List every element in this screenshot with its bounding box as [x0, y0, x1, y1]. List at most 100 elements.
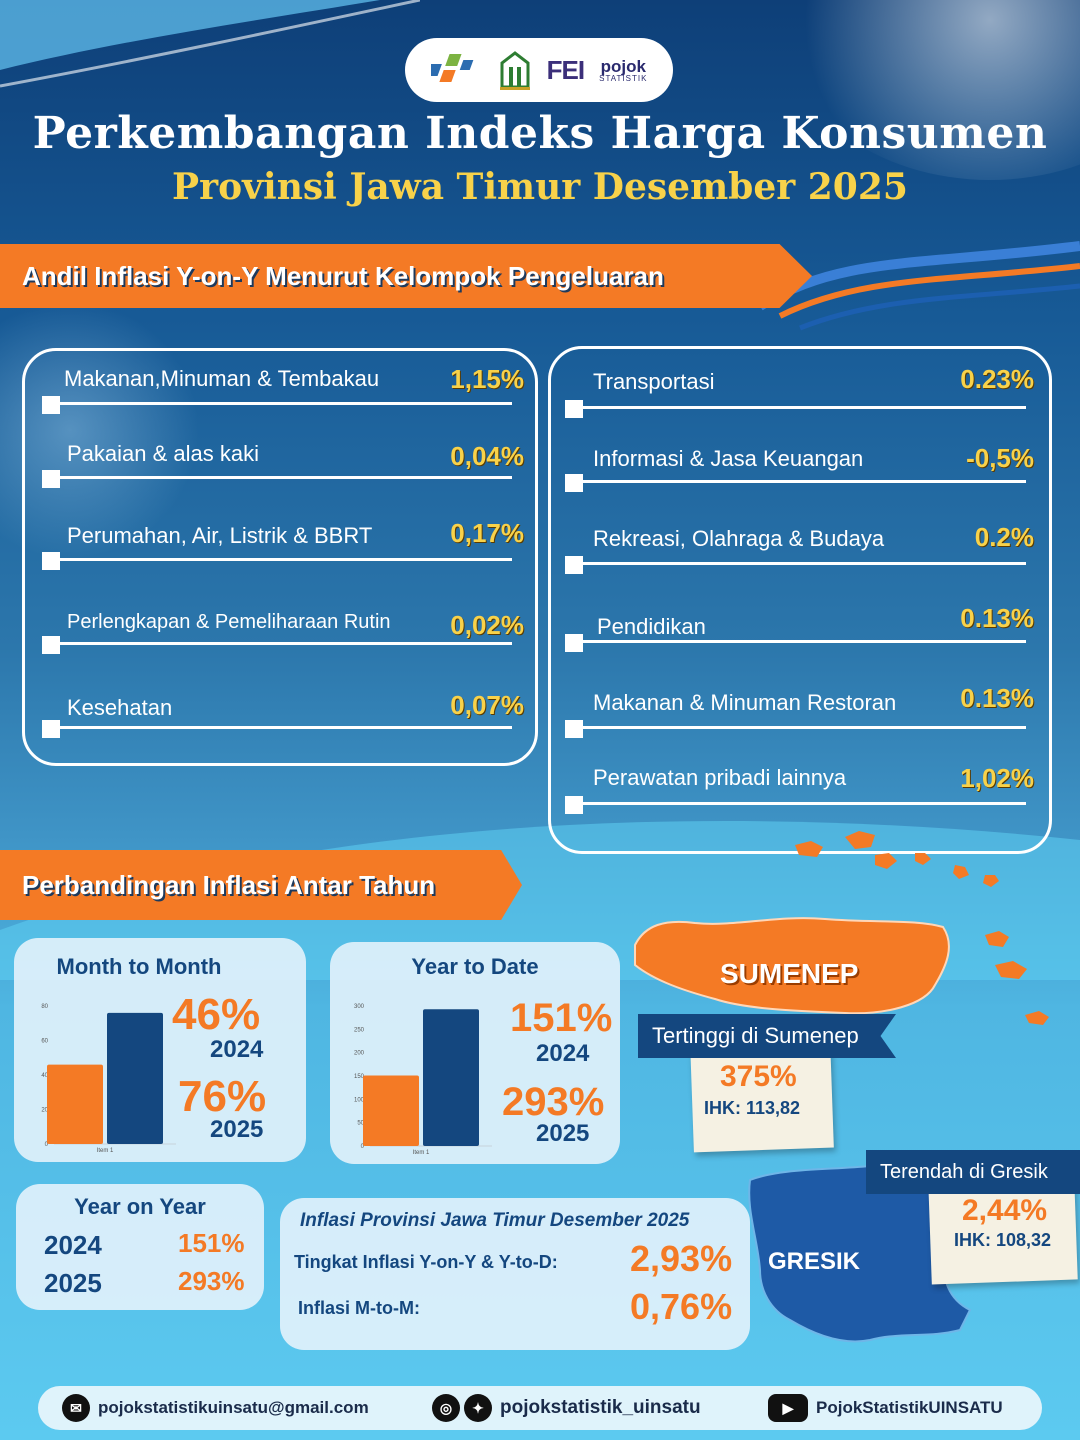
y-tick-label: 80: [41, 1004, 48, 1010]
right-group-row-divider: [566, 562, 1026, 565]
ytd-2025-year: 2025: [536, 1120, 590, 1147]
left-group-row-label: Pakaian & alas kaki: [67, 441, 259, 466]
y-tick-label: 20: [41, 1108, 48, 1114]
left-group-row-label: Kesehatan: [67, 695, 173, 720]
yoy-value-2025: 293%: [178, 1266, 245, 1296]
right-group-row-value: 1,02%: [960, 763, 1034, 793]
left-group-row-divider: [44, 642, 512, 645]
y-tick-label: 0: [45, 1142, 49, 1148]
ribbon-waves: [760, 241, 1080, 331]
summary-row1-value: 2,93%: [630, 1238, 733, 1279]
left-group-row-divider: [44, 402, 512, 405]
right-group-row-value: 0.2%: [974, 522, 1034, 552]
summary-row1-label: Tingkat Inflasi Y-on-Y & Y-to-D:: [294, 1252, 558, 1272]
mail-icon: ✉: [62, 1394, 90, 1422]
mtm-2025-year: 2025: [210, 1116, 264, 1143]
y-tick-label: 60: [41, 1039, 48, 1045]
footer-email[interactable]: ✉ pojokstatistikuinsatu@gmail.com: [62, 1394, 369, 1422]
bar-series-2: [423, 1009, 479, 1146]
mtm-bar-chart: 0 20 40 60 80 Item 1: [41, 1004, 176, 1154]
summary-title: Inflasi Provinsi Jawa Timur Desember 202…: [300, 1210, 690, 1231]
y-tick-label: 150: [354, 1074, 365, 1080]
gresik-value: 2,44%: [962, 1194, 1048, 1227]
left-group-row-bullet: [42, 552, 60, 570]
y-tick-label: 100: [354, 1097, 365, 1103]
left-group-row-label: Perlengkapan & Pemeliharaan Rutin: [67, 611, 391, 633]
footer-bar: ✉ pojokstatistikuinsatu@gmail.com ◎ ✦ po…: [38, 1386, 1042, 1430]
gresik-map-label: GRESIK: [768, 1248, 861, 1275]
right-group-row-bullet: [565, 400, 583, 418]
left-group-row-divider: [44, 558, 512, 561]
right-group-row-divider: [566, 726, 1026, 729]
y-tick-label: 250: [354, 1027, 365, 1033]
youtube-icon: ▶: [768, 1394, 808, 1422]
left-group-row-label: Makanan,Minuman & Tembakau: [64, 366, 380, 391]
y-tick-label: 0: [361, 1144, 365, 1150]
sumenep-map-label: SUMENEP: [720, 958, 859, 989]
left-group-row-bullet: [42, 396, 60, 414]
right-group-row-bullet: [565, 796, 583, 814]
sumenep-ihk: IHK: 113,82: [704, 1098, 801, 1118]
right-group-row-value: 0.23%: [960, 364, 1034, 394]
y-tick-label: 40: [41, 1073, 48, 1079]
sumenep-map: [634, 831, 1049, 1025]
footer-youtube[interactable]: ▶ PojokStatistikUINSATU: [768, 1394, 1003, 1422]
right-group-row-bullet: [565, 634, 583, 652]
left-group-row-value: 0,02%: [450, 610, 524, 640]
right-group-row-divider: [566, 640, 1026, 643]
pojok-statistik-logo: pojok STATISTIK: [599, 58, 647, 83]
sumenep-tag: Tertinggi di Sumenep: [638, 1014, 896, 1058]
gresik-ihk: IHK: 108,32: [954, 1230, 1052, 1250]
right-group-row-value: 0.13%: [960, 683, 1034, 713]
summary-row2-label: Inflasi M-to-M:: [298, 1298, 420, 1318]
yoy-value-2024: 151%: [178, 1228, 245, 1258]
page-title: Perkembangan Indeks Harga Konsumen: [32, 108, 1048, 159]
page-subtitle: Provinsi Jawa Timur Desember 2025: [172, 166, 908, 208]
y-tick-label: 200: [354, 1051, 365, 1057]
pojok-logo-text: pojok: [600, 56, 646, 76]
ytd-bar-chart: 0 50 100 150 200 250 300 Item 1: [354, 1004, 492, 1156]
bar-series-1: [47, 1064, 103, 1144]
sumenep-value: 375%: [720, 1060, 797, 1093]
yoy-card: Year on Year 2024 151% 2025 293%: [16, 1184, 264, 1310]
statistik-logo-text: STATISTIK: [599, 73, 648, 83]
yoy-year-2025: 2025: [44, 1268, 102, 1298]
footer-social-text: pojokstatistik_uinsatu: [500, 1397, 701, 1418]
bar-series-2: [107, 1012, 163, 1144]
right-group-row-label: Rekreasi, Olahraga & Budaya: [593, 526, 885, 551]
ytd-2025-value: 293%: [502, 1080, 605, 1124]
right-group-row-label: Makanan & Minuman Restoran: [593, 690, 897, 715]
section1-ribbon: Andil Inflasi Y-on-Y Menurut Kelompok Pe…: [0, 244, 812, 308]
yoy-year-2024: 2024: [44, 1230, 102, 1260]
mtm-title: Month to Month: [56, 954, 222, 979]
instagram-icon: ◎: [432, 1394, 460, 1422]
left-group-row-value: 0,07%: [450, 690, 524, 720]
y-tick-label: 300: [354, 1004, 365, 1010]
left-group-row-bullet: [42, 720, 60, 738]
right-group-row-divider: [566, 406, 1026, 409]
right-group-row-divider: [566, 480, 1026, 483]
ytd-2024-year: 2024: [536, 1040, 590, 1067]
left-group-row-divider: [44, 476, 512, 479]
left-group-panel: [22, 348, 538, 766]
mtm-2025-value: 76%: [178, 1072, 267, 1121]
left-group-row-value: 0,17%: [450, 518, 524, 548]
left-group-row-divider: [44, 726, 512, 729]
summary-card: Inflasi Provinsi Jawa Timur Desember 202…: [280, 1198, 750, 1350]
right-group-row-label: Pendidikan: [597, 614, 706, 639]
bps-logo: [430, 50, 483, 90]
ytd-2024-value: 151%: [510, 996, 613, 1040]
x-category-label: Item 1: [413, 1150, 430, 1156]
right-group-row-value: -0,5%: [966, 443, 1034, 473]
footer-email-text: pojokstatistikuinsatu@gmail.com: [98, 1398, 369, 1417]
right-group-row-label: Perawatan pribadi lainnya: [593, 765, 847, 790]
right-group-row-bullet: [565, 556, 583, 574]
summary-row2-value: 0,76%: [630, 1286, 733, 1327]
x-category-label: Item 1: [97, 1148, 114, 1154]
gresik-tag: Terendah di Gresik: [866, 1150, 1080, 1194]
yoy-title: Year on Year: [74, 1194, 206, 1219]
y-tick-label: 50: [357, 1121, 364, 1127]
right-group-row-bullet: [565, 474, 583, 492]
footer-social[interactable]: ◎ ✦ pojokstatistik_uinsatu: [432, 1394, 701, 1422]
